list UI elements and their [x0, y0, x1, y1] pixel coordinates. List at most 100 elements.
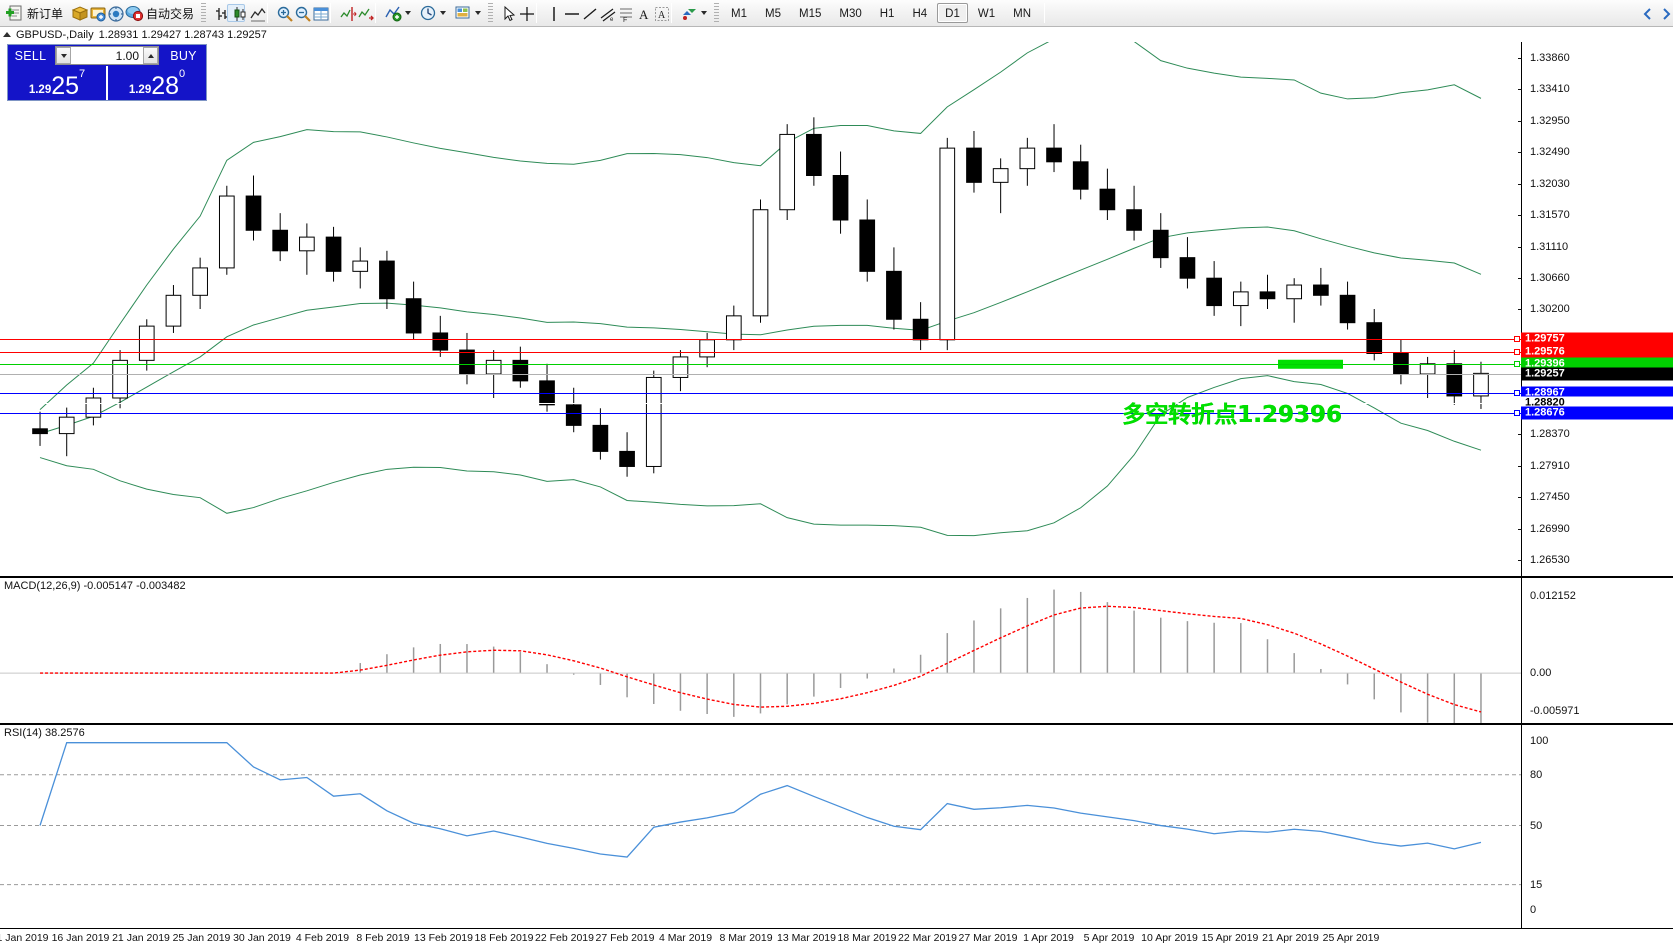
price-axis-tick: [1518, 120, 1522, 122]
period-button[interactable]: [415, 2, 450, 25]
sell-price-button[interactable]: 1.29 25 7: [8, 66, 106, 100]
price-plot-area[interactable]: [0, 42, 1521, 576]
toolbar-grip-2[interactable]: [488, 3, 494, 23]
timeframe-d1[interactable]: D1: [937, 3, 968, 23]
text-icon[interactable]: A: [631, 4, 649, 22]
timeframe-h1[interactable]: H1: [879, 8, 895, 20]
date-axis-tick-label: 22 Feb 2019: [535, 932, 594, 944]
date-axis-tick-label: 18 Feb 2019: [474, 932, 534, 944]
macd-axis[interactable]: 0.012152 0.00 -0.005971: [1521, 578, 1673, 723]
date-axis-tick-label: 15 Apr 2019: [1201, 932, 1259, 944]
price-axis-tick: [1518, 246, 1522, 248]
zoom-in-icon[interactable]: [272, 4, 293, 22]
data-window-icon[interactable]: [308, 4, 329, 22]
price-axis-tick: [1518, 89, 1522, 91]
timeframe-m1[interactable]: M1: [731, 8, 748, 20]
autotrade-button[interactable]: 自动交易: [121, 2, 198, 25]
sell-price-prefix: 1.29: [28, 84, 52, 96]
price-level-line[interactable]: [0, 373, 1521, 375]
price-level-tag[interactable]: 1.28676: [1521, 406, 1673, 420]
chart-shift-icon[interactable]: [335, 4, 357, 22]
sell-button[interactable]: SELL: [14, 48, 47, 63]
date-axis-tick-label: 25 Jan 2019: [172, 932, 231, 944]
bar-chart-icon[interactable]: [209, 4, 229, 22]
timeframe-w1[interactable]: W1: [977, 8, 996, 20]
price-level-tag[interactable]: 1.29257: [1521, 367, 1673, 381]
collapse-triangle-icon[interactable]: [3, 32, 11, 37]
svg-text:F: F: [623, 17, 627, 23]
toolbar-grip[interactable]: [201, 3, 207, 23]
toolbar-grip-3[interactable]: [714, 3, 720, 23]
volume-input[interactable]: 1.00: [71, 48, 143, 63]
volume-increase-button[interactable]: [143, 47, 158, 64]
chevron-down-icon[interactable]: [405, 11, 412, 15]
ohlc-values: 1.28931 1.29427 1.28743 1.29257: [98, 28, 267, 41]
volume-decrease-button[interactable]: [56, 47, 71, 64]
book-icon[interactable]: [67, 4, 89, 22]
price-level-tag[interactable]: 1.28820: [1521, 396, 1673, 410]
arrows-button[interactable]: [676, 2, 711, 25]
price-level-handle[interactable]: [1514, 336, 1520, 343]
rsi-axis[interactable]: 100 80 50 15 0: [1521, 725, 1673, 928]
timeframe-m15[interactable]: M15: [799, 8, 822, 20]
price-level-line[interactable]: [0, 351, 1521, 353]
vline-icon[interactable]: [541, 4, 559, 22]
equidistant-channel-icon[interactable]: e: [595, 4, 616, 23]
volume-stepper[interactable]: 1.00: [55, 46, 159, 65]
toolbar-separator-2: [330, 3, 332, 23]
text-label-icon[interactable]: A: [649, 4, 670, 22]
timeframe-m5[interactable]: M5: [765, 8, 781, 20]
price-axis-tick: [1518, 560, 1522, 562]
indicators-button[interactable]: [380, 2, 415, 25]
timeframe-h4[interactable]: H4: [912, 8, 928, 20]
rsi-pane[interactable]: 100 80 50 15 0 RSI(14) 38.2576: [0, 723, 1673, 928]
macd-pane[interactable]: 0.012152 0.00 -0.005971 MACD(12,26,9) -0.0…: [0, 576, 1673, 723]
price-level-line[interactable]: [0, 393, 1521, 395]
price-axis-tick-label: 1.26530: [1530, 554, 1570, 567]
chevron-down-icon-4[interactable]: [701, 11, 708, 15]
price-level-tag[interactable]: 1.28967: [1521, 386, 1673, 400]
chevron-down-icon-2[interactable]: [440, 11, 447, 15]
hline-icon[interactable]: [559, 4, 580, 22]
candlestick-icon[interactable]: [227, 4, 246, 22]
chevron-down-icon-3[interactable]: [475, 11, 482, 15]
new-order-button[interactable]: 新订单: [2, 2, 67, 25]
window-left-icon[interactable]: [1635, 4, 1653, 22]
fibonacci-icon[interactable]: F: [613, 4, 633, 23]
price-level-tag[interactable]: 1.29576: [1521, 345, 1673, 359]
price-level-tag[interactable]: 1.29757: [1521, 332, 1673, 346]
macd-axis-tick-label: 0.012152: [1530, 590, 1576, 602]
terminal-icon[interactable]: [85, 4, 106, 22]
zoom-out-icon[interactable]: [290, 4, 311, 22]
date-axis-tick-label: 5 Apr 2019: [1083, 932, 1135, 944]
price-level-handle[interactable]: [1514, 410, 1520, 417]
price-axis-tick: [1518, 434, 1522, 436]
buy-price-button[interactable]: 1.29 28 0: [106, 66, 206, 100]
buy-button[interactable]: BUY: [170, 48, 197, 63]
cursor-icon[interactable]: [496, 4, 516, 22]
price-chart-pane[interactable]: 1.33860 1.33410 1.32950 1.32490 1.32030 1.315…: [0, 42, 1673, 576]
line-chart-icon[interactable]: [245, 4, 266, 22]
date-axis-tick-label: 13 Feb 2019: [414, 932, 473, 944]
timeframe-m30[interactable]: M30: [839, 8, 862, 20]
price-level-handle[interactable]: [1514, 361, 1520, 368]
price-level-line[interactable]: [0, 339, 1521, 341]
price-level-line[interactable]: [0, 403, 1521, 405]
trendline-icon[interactable]: [577, 4, 597, 22]
templates-button[interactable]: [450, 2, 485, 25]
crosshair-icon[interactable]: [514, 4, 535, 22]
price-axis-tick-label: 1.32490: [1530, 146, 1570, 159]
price-level-handle[interactable]: [1514, 390, 1520, 397]
navigator-icon[interactable]: [103, 4, 124, 22]
auto-scroll-icon[interactable]: [353, 4, 374, 22]
price-level-handle[interactable]: [1514, 348, 1520, 355]
window-right-icon[interactable]: [1653, 4, 1671, 22]
macd-plot-area[interactable]: [0, 578, 1521, 723]
rsi-indicator-label: RSI(14) 38.2576: [4, 727, 88, 739]
price-level-line[interactable]: [0, 413, 1521, 415]
price-axis[interactable]: 1.33860 1.33410 1.32950 1.32490 1.32030 1.315…: [1518, 42, 1673, 576]
rsi-plot-area[interactable]: [0, 725, 1521, 928]
price-level-line[interactable]: [0, 364, 1521, 366]
timeframe-mn[interactable]: MN: [1013, 8, 1031, 20]
